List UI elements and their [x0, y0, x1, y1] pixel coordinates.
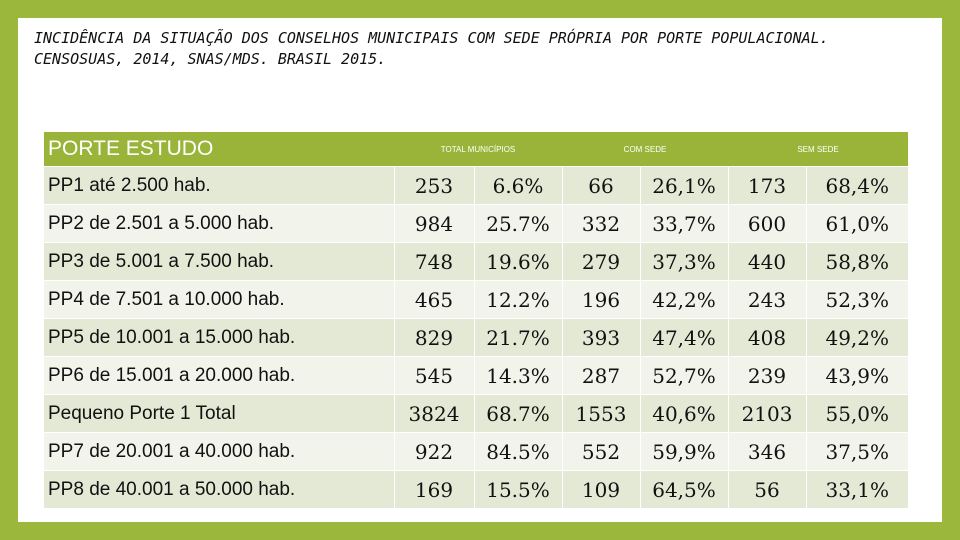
header-total: TOTAL MUNICÍPIOS [394, 132, 562, 167]
cell-sem-sede: 243 [727, 280, 807, 319]
cell-pct: 84.5% [473, 432, 562, 471]
cell-com-sede: 287 [561, 356, 640, 395]
cell-total: 545 [393, 356, 474, 395]
table-row: PP4 de 7.501 a 10.000 hab. 465 12.2% 196… [44, 280, 909, 319]
slide-title: INCIDÊNCIA DA SITUAÇÃO DOS CONSELHOS MUN… [34, 29, 829, 68]
table-row: PP2 de 2.501 a 5.000 hab. 984 25.7% 332 … [44, 204, 909, 243]
cell-com-sede: 332 [561, 204, 640, 243]
cell-sem-sede-pct: 33,1% [805, 470, 909, 508]
cell-com-sede: 393 [561, 318, 640, 357]
cell-sem-sede-pct: 58,8% [805, 242, 909, 281]
cell-sem-sede: 56 [727, 470, 807, 508]
header-row: PORTE ESTUDO TOTAL MUNICÍPIOS COM SEDE S… [44, 132, 909, 167]
cell-com-sede: 1553 [561, 394, 640, 433]
table-row: PP3 de 5.001 a 7.500 hab. 748 19.6% 279 … [44, 242, 909, 281]
cell-pct: 25.7% [473, 204, 562, 243]
cell-com-sede-pct: 42,2% [639, 280, 729, 319]
cell-sem-sede-pct: 37,5% [805, 432, 909, 471]
cell-sem-sede: 408 [727, 318, 807, 357]
cell-com-sede: 552 [561, 432, 640, 471]
cell-sem-sede-pct: 68,4% [805, 166, 909, 205]
cell-pct: 68.7% [473, 394, 562, 433]
cell-pct: 19.6% [473, 242, 562, 281]
cell-com-sede-pct: 64,5% [639, 470, 729, 508]
row-label: PP6 de 15.001 a 20.000 hab. [44, 356, 394, 395]
row-label: PP5 de 10.001 a 15.000 hab. [44, 318, 394, 357]
cell-com-sede: 279 [561, 242, 640, 281]
cell-sem-sede: 346 [727, 432, 807, 471]
table-row-subtotal: Pequeno Porte 1 Total 3824 68.7% 1553 40… [44, 394, 909, 433]
cell-com-sede: 66 [561, 166, 640, 205]
cell-com-sede-pct: 47,4% [639, 318, 729, 357]
cell-sem-sede-pct: 49,2% [805, 318, 909, 357]
cell-sem-sede: 239 [727, 356, 807, 395]
row-label: PP8 de 40.001 a 50.000 hab. [44, 470, 394, 508]
cell-total: 748 [393, 242, 474, 281]
table-row: PP1 até 2.500 hab. 253 6.6% 66 26,1% 173… [44, 166, 909, 205]
row-label: Pequeno Porte 1 Total [44, 394, 394, 433]
cell-sem-sede-pct: 52,3% [805, 280, 909, 319]
table-row: PP5 de 10.001 a 15.000 hab. 829 21.7% 39… [44, 318, 909, 357]
cell-total: 829 [393, 318, 474, 357]
cell-com-sede-pct: 59,9% [639, 432, 729, 471]
cell-pct: 14.3% [473, 356, 562, 395]
cell-pct: 21.7% [473, 318, 562, 357]
cell-com-sede: 109 [561, 470, 640, 508]
cell-com-sede-pct: 40,6% [639, 394, 729, 433]
cell-sem-sede: 600 [727, 204, 807, 243]
cell-total: 169 [393, 470, 474, 508]
cell-pct: 15.5% [473, 470, 562, 508]
cell-total: 922 [393, 432, 474, 471]
row-label: PP7 de 20.001 a 40.000 hab. [44, 432, 394, 471]
cell-sem-sede-pct: 61,0% [805, 204, 909, 243]
cell-sem-sede: 2103 [727, 394, 807, 433]
cell-pct: 12.2% [473, 280, 562, 319]
cell-sem-sede-pct: 43,9% [805, 356, 909, 395]
cell-total: 465 [393, 280, 474, 319]
cell-sem-sede: 440 [727, 242, 807, 281]
data-table: PORTE ESTUDO TOTAL MUNICÍPIOS COM SEDE S… [44, 132, 909, 508]
row-label: PP4 de 7.501 a 10.000 hab. [44, 280, 394, 319]
cell-sem-sede: 173 [727, 166, 807, 205]
cell-sem-sede-pct: 55,0% [805, 394, 909, 433]
cell-total: 984 [393, 204, 474, 243]
cell-total: 253 [393, 166, 474, 205]
cell-com-sede-pct: 52,7% [639, 356, 729, 395]
row-label: PP2 de 2.501 a 5.000 hab. [44, 204, 394, 243]
cell-com-sede-pct: 26,1% [639, 166, 729, 205]
cell-com-sede: 196 [561, 280, 640, 319]
row-label: PP3 de 5.001 a 7.500 hab. [44, 242, 394, 281]
table-row: PP7 de 20.001 a 40.000 hab. 922 84.5% 55… [44, 432, 909, 471]
header-sem-sede: SEM SEDE [728, 132, 909, 167]
cell-total: 3824 [393, 394, 474, 433]
cell-pct: 6.6% [473, 166, 562, 205]
header-com-sede: COM SEDE [562, 132, 729, 167]
table-row: PP8 de 40.001 a 50.000 hab. 169 15.5% 10… [44, 470, 909, 508]
row-label: PP1 até 2.500 hab. [44, 166, 394, 205]
header-porte: PORTE ESTUDO [44, 132, 394, 167]
cell-com-sede-pct: 33,7% [639, 204, 729, 243]
cell-com-sede-pct: 37,3% [639, 242, 729, 281]
table-row: PP6 de 15.001 a 20.000 hab. 545 14.3% 28… [44, 356, 909, 395]
